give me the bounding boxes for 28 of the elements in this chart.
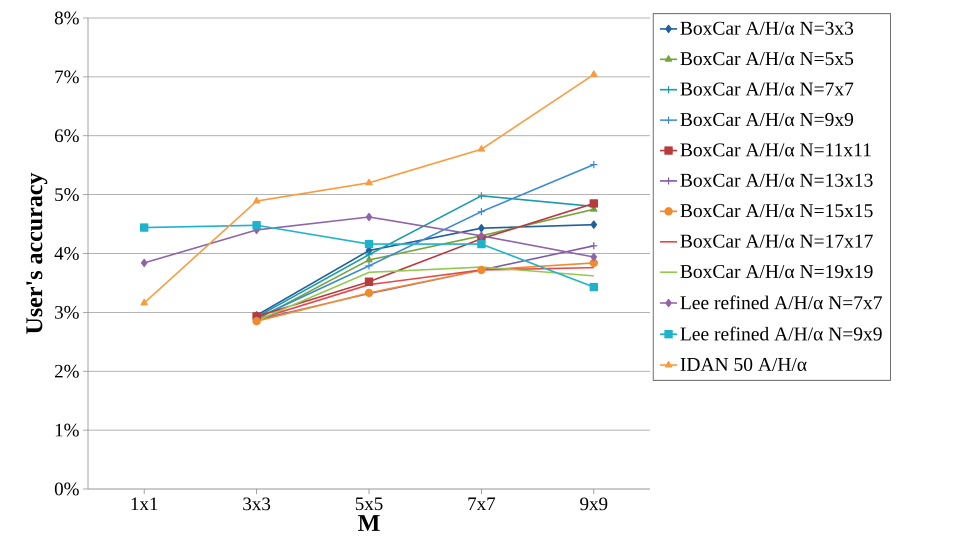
y-tick-label: 4% xyxy=(54,247,79,260)
x-tick-label: 9x9 xyxy=(580,498,608,510)
legend-label: BoxCar A/H/α N=11x11 xyxy=(680,143,871,156)
legend-label: BoxCar A/H/α N=3x3 xyxy=(680,22,854,35)
y-tick-label: 5% xyxy=(55,188,79,202)
x-tick-label: 3x3 xyxy=(243,498,270,510)
y-axis-title: User's accuracy xyxy=(26,172,48,334)
legend-label: BoxCar A/H/α N=19x19 xyxy=(680,264,873,278)
legend-label: BoxCar A/H/α N=5x5 xyxy=(680,52,854,66)
legend-label: BoxCar A/H/α N=7x7 xyxy=(680,82,854,96)
y-tick-label: 8% xyxy=(54,12,79,24)
legend-label: Lee refined A/H/α N=7x7 xyxy=(680,295,882,310)
x-tick-label: 1x1 xyxy=(132,498,158,510)
y-tick-label: 6% xyxy=(54,129,79,142)
legend-label: IDAN 50 A/H/α xyxy=(680,358,807,371)
legend-label: BoxCar A/H/α N=17x17 xyxy=(680,234,873,248)
legend-label: Lee refined A/H/α N=9x9 xyxy=(680,326,882,341)
x-tick-label: 5x5 xyxy=(356,498,383,510)
legend-label: BoxCar A/H/α N=13x13 xyxy=(680,174,873,187)
y-tick-label: 1% xyxy=(56,424,79,437)
x-tick-label: 7x7 xyxy=(468,498,496,510)
x-axis-title: M xyxy=(358,515,380,531)
y-tick-label: 7% xyxy=(55,70,79,84)
y-tick-label: 0% xyxy=(54,482,79,496)
legend-label: BoxCar A/H/α N=9x9 xyxy=(680,112,854,126)
y-tick-label: 2% xyxy=(54,364,79,378)
legend-label: BoxCar A/H/α N=15x15 xyxy=(680,204,873,218)
y-tick-label: 3% xyxy=(55,306,79,319)
